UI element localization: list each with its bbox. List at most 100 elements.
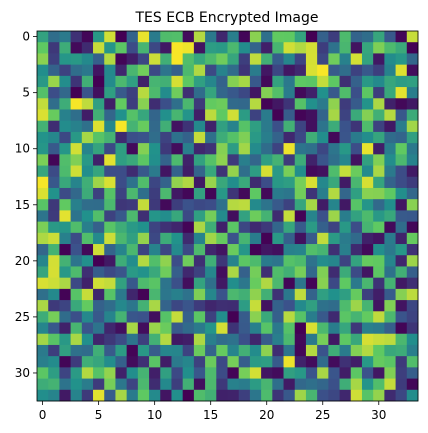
heatmap-cell — [406, 53, 419, 66]
heatmap-cell — [59, 131, 72, 144]
heatmap-cell — [283, 53, 296, 66]
heatmap-cell — [70, 64, 83, 77]
heatmap-cell — [104, 244, 116, 256]
heatmap-cell — [216, 288, 228, 301]
heatmap-cell — [227, 120, 240, 133]
heatmap-cell — [59, 300, 72, 312]
heatmap-cell — [238, 75, 251, 88]
heatmap-cell — [294, 143, 307, 155]
heatmap-cell — [193, 277, 206, 290]
heatmap-cell — [272, 367, 284, 379]
heatmap-cell — [81, 120, 94, 133]
heatmap-cell — [317, 300, 329, 312]
heatmap-cell — [395, 31, 408, 43]
heatmap-cell — [137, 165, 150, 178]
heatmap-cell — [305, 64, 318, 77]
heatmap-cell — [137, 288, 150, 301]
heatmap-cell — [350, 344, 363, 357]
heatmap-cell — [317, 221, 329, 234]
heatmap-cell — [149, 221, 161, 234]
heatmap-cell — [317, 87, 329, 99]
heatmap-cell — [261, 109, 273, 122]
heatmap-cell — [104, 154, 116, 166]
heatmap-cell — [216, 210, 228, 222]
heatmap-cell — [328, 288, 340, 301]
heatmap-cell — [272, 322, 284, 335]
heatmap-cell — [205, 210, 217, 222]
heatmap-cell — [373, 64, 385, 77]
heatmap-cell — [317, 277, 329, 290]
heatmap-cell — [37, 288, 49, 301]
heatmap-cell — [294, 31, 307, 43]
heatmap-cell — [283, 154, 296, 166]
heatmap-cell — [350, 87, 363, 99]
heatmap-cell — [294, 120, 307, 133]
heatmap-cell — [37, 300, 49, 312]
heatmap-cell — [59, 176, 72, 189]
heatmap-cell — [137, 367, 150, 379]
heatmap-cell — [261, 221, 273, 234]
heatmap-cell — [305, 356, 318, 368]
heatmap-cell — [305, 277, 318, 290]
heatmap-cell — [160, 176, 172, 189]
heatmap-cell — [238, 131, 251, 144]
heatmap-cell — [384, 244, 396, 256]
heatmap-cell — [339, 288, 352, 301]
heatmap-cell — [373, 221, 385, 234]
heatmap-cell — [37, 367, 49, 379]
heatmap-cell — [182, 31, 195, 43]
heatmap-cell — [261, 210, 273, 222]
heatmap-cell — [238, 244, 251, 256]
heatmap-cell — [171, 378, 184, 391]
heatmap-cell — [160, 378, 172, 391]
heatmap-cell — [406, 31, 419, 43]
heatmap-cell — [216, 187, 228, 200]
heatmap-cell — [227, 367, 240, 379]
heatmap-cell — [249, 75, 262, 88]
heatmap-cell — [227, 322, 240, 335]
heatmap-cell — [305, 75, 318, 88]
heatmap-cell — [238, 333, 251, 346]
heatmap-cell — [373, 244, 385, 256]
heatmap-cell — [81, 98, 94, 110]
heatmap-cell — [272, 232, 284, 245]
heatmap-cell — [339, 311, 352, 323]
heatmap-cell — [406, 176, 419, 189]
heatmap-cell — [216, 109, 228, 122]
heatmap-cell — [395, 311, 408, 323]
heatmap-cell — [328, 389, 340, 402]
heatmap-cell — [182, 378, 195, 391]
heatmap-cell — [395, 255, 408, 267]
heatmap-cell — [70, 187, 83, 200]
heatmap-cell — [373, 300, 385, 312]
heatmap-cell — [350, 232, 363, 245]
heatmap-cell — [294, 322, 307, 335]
heatmap-cell — [115, 176, 128, 189]
heatmap-cell — [361, 199, 374, 211]
heatmap-cell — [104, 322, 116, 335]
heatmap-cell — [37, 143, 49, 155]
heatmap-cell — [137, 64, 150, 77]
heatmap-cell — [339, 221, 352, 234]
heatmap-cell — [216, 154, 228, 166]
heatmap-cell — [137, 300, 150, 312]
heatmap-cell — [261, 322, 273, 335]
heatmap-cell — [283, 288, 296, 301]
heatmap-cell — [350, 378, 363, 391]
heatmap-cell — [93, 42, 105, 54]
x-tick-label: 0 — [39, 408, 47, 422]
heatmap-cell — [339, 244, 352, 256]
heatmap-cell — [361, 120, 374, 133]
heatmap-cell — [216, 143, 228, 155]
heatmap-cell — [115, 322, 128, 335]
heatmap-cell — [171, 53, 184, 66]
heatmap-cell — [227, 232, 240, 245]
heatmap-cell — [395, 333, 408, 346]
heatmap-cell — [115, 120, 128, 133]
heatmap-cell — [70, 244, 83, 256]
heatmap-cell — [171, 255, 184, 267]
heatmap-cell — [93, 98, 105, 110]
heatmap-cell — [395, 356, 408, 368]
heatmap-cell — [272, 255, 284, 267]
heatmap-cell — [305, 311, 318, 323]
